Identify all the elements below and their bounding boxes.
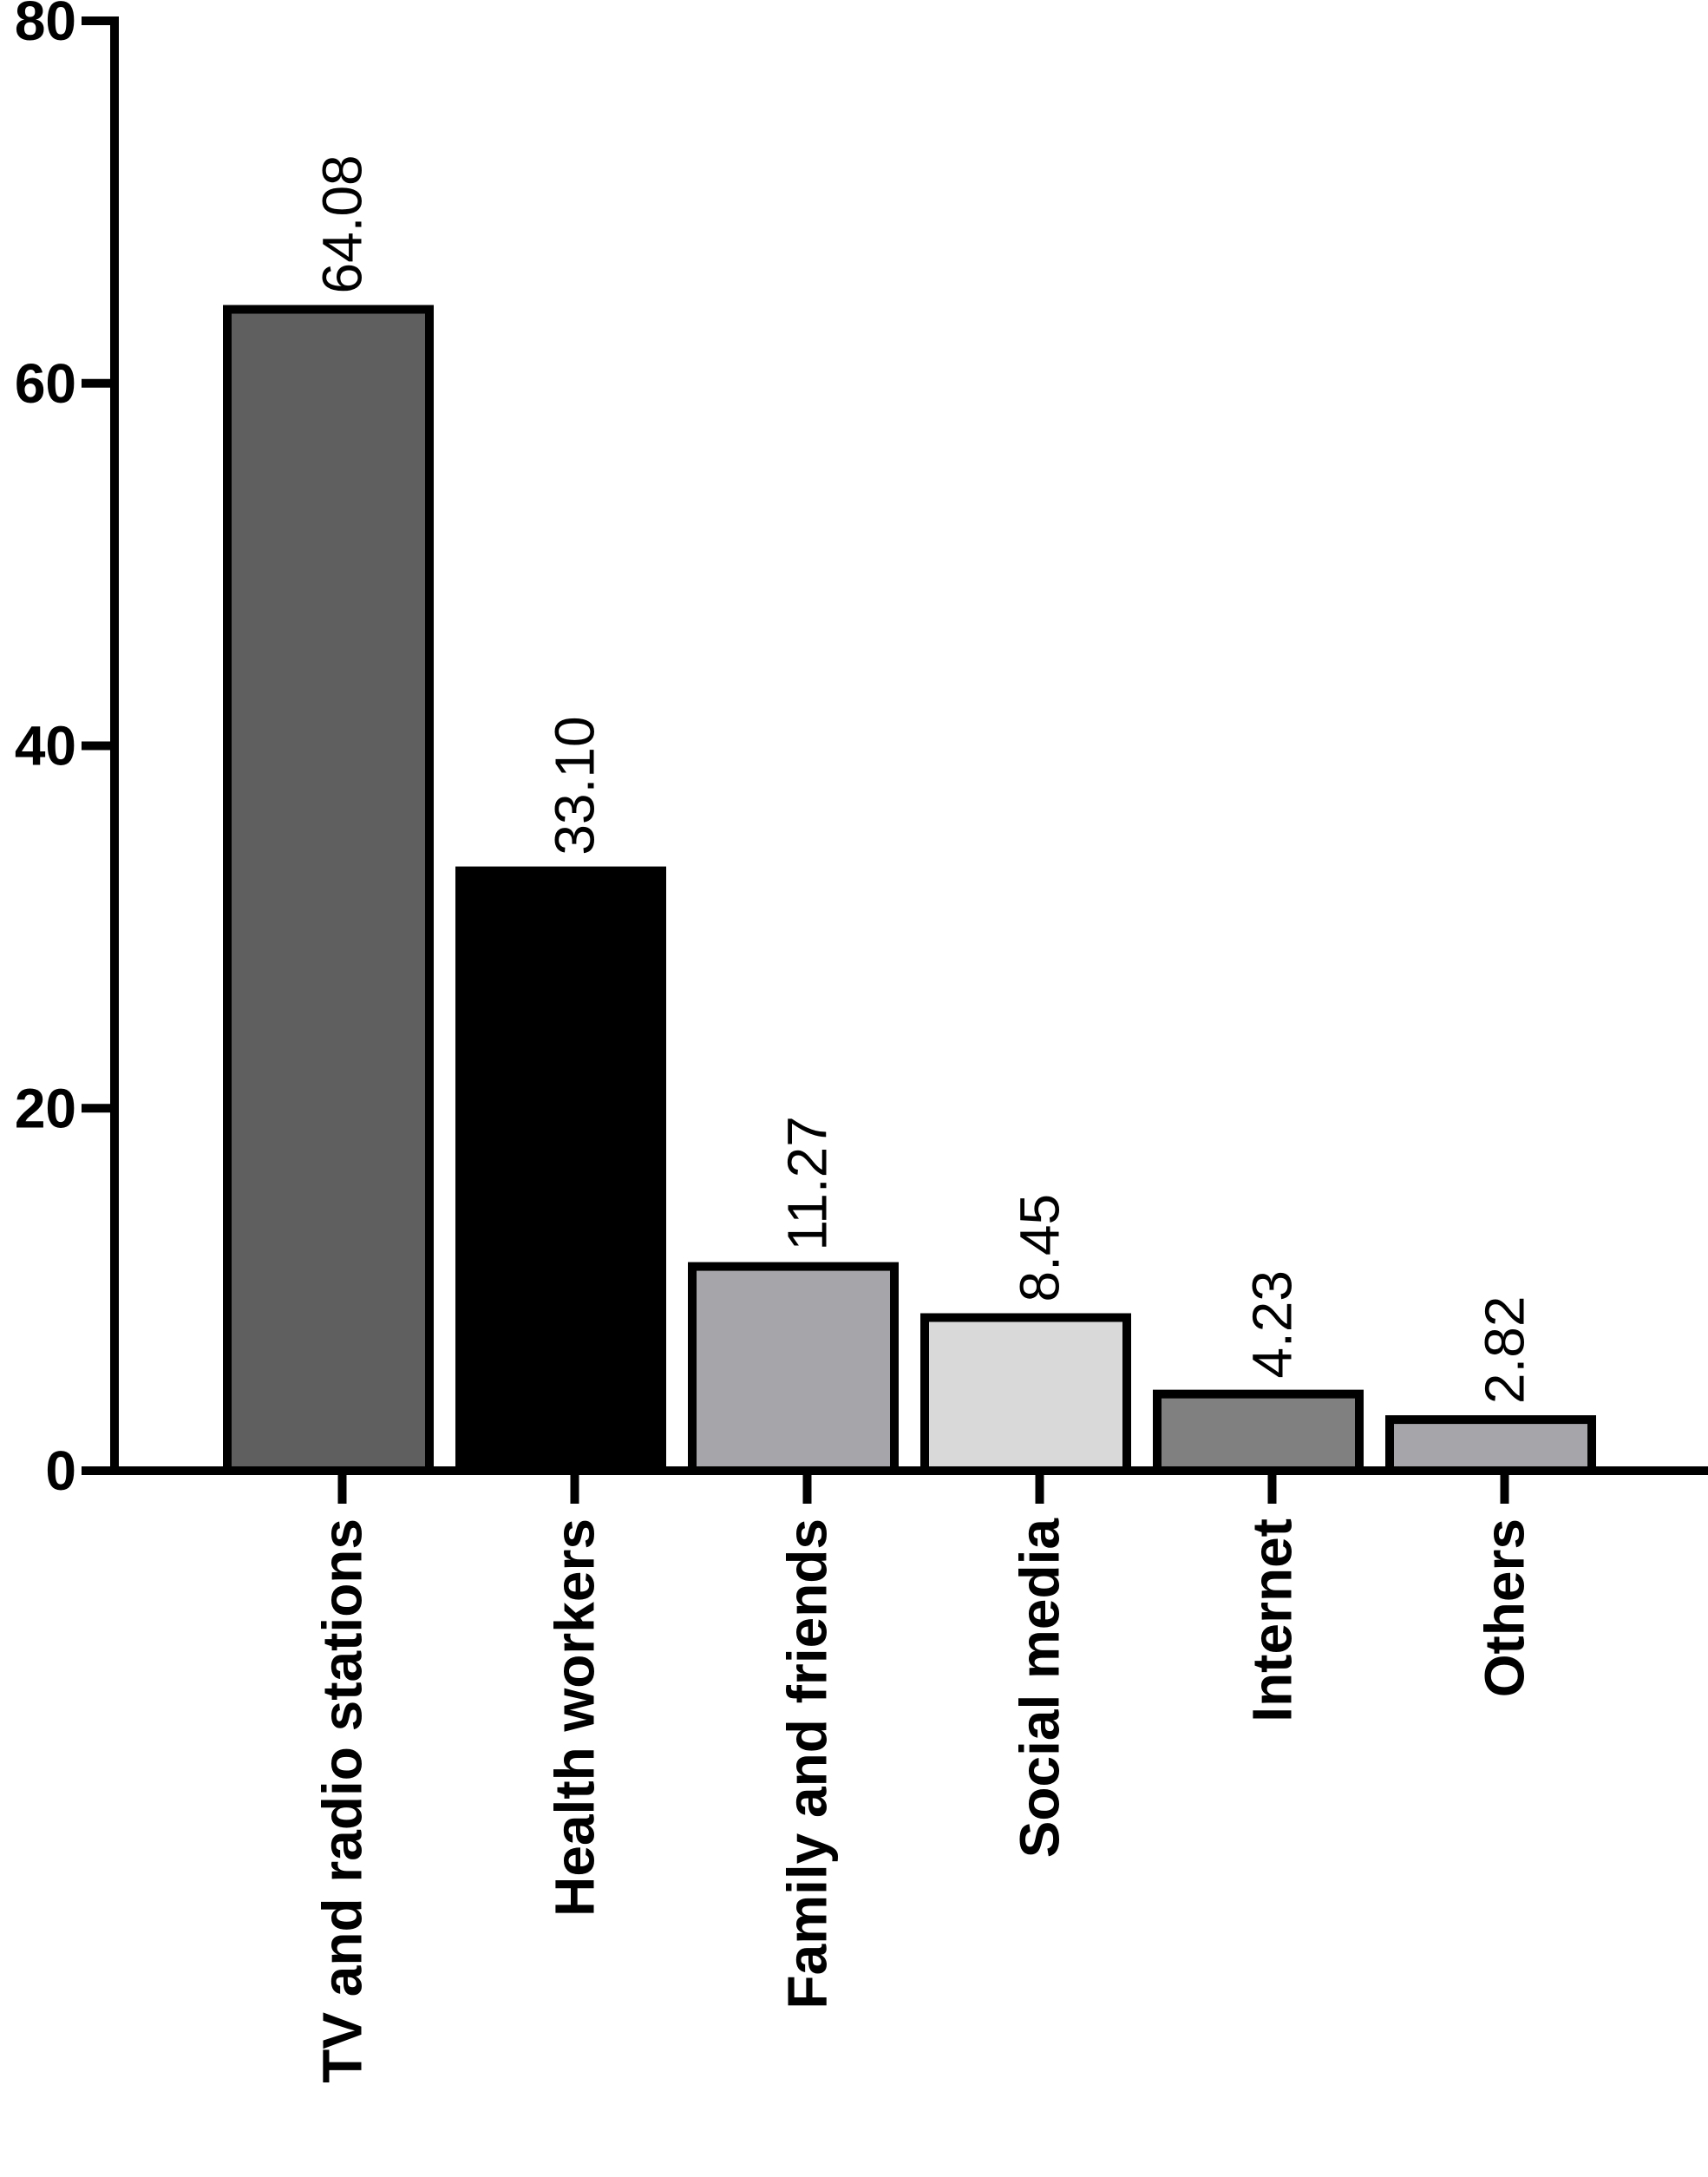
y-axis-ticks: 0 20 40 60 80 bbox=[15, 0, 115, 1502]
y-tick-label: 60 bbox=[15, 352, 76, 415]
x-category-label: Family and friends bbox=[776, 1518, 839, 2009]
bar-value-label: 11.27 bbox=[776, 1116, 839, 1250]
x-category-label: Health workers bbox=[544, 1518, 606, 1917]
x-category-label: TV and radio stations bbox=[311, 1518, 374, 2083]
bar-6 bbox=[1385, 1415, 1596, 1476]
bar-5 bbox=[1153, 1389, 1364, 1475]
x-category-label: Social media bbox=[1009, 1518, 1071, 1859]
y-tick-label: 80 bbox=[15, 0, 76, 52]
y-tick-label: 20 bbox=[15, 1077, 76, 1139]
bar-1 bbox=[223, 305, 434, 1475]
y-tick-label: 0 bbox=[45, 1439, 76, 1502]
value-labels: 64.08 33.10 11.27 8.45 4.23 2.82 bbox=[311, 154, 1536, 1404]
x-category-label: Others bbox=[1474, 1518, 1536, 1697]
bar-value-label: 2.82 bbox=[1474, 1296, 1536, 1405]
bar-value-label: 64.08 bbox=[311, 154, 374, 293]
x-axis-ticks: TV and radio stations Health workers Famil… bbox=[311, 1471, 1536, 2083]
x-category-label: Internet bbox=[1241, 1518, 1304, 1722]
y-tick-label: 40 bbox=[15, 715, 76, 777]
bar-2 bbox=[455, 866, 666, 1475]
bar-value-label: 33.10 bbox=[544, 716, 606, 855]
bar-value-label: 4.23 bbox=[1241, 1270, 1304, 1379]
bar-4 bbox=[920, 1313, 1131, 1475]
bar-3 bbox=[688, 1262, 899, 1476]
bars-group bbox=[223, 305, 1596, 1476]
bar-value-label: 8.45 bbox=[1009, 1194, 1071, 1302]
